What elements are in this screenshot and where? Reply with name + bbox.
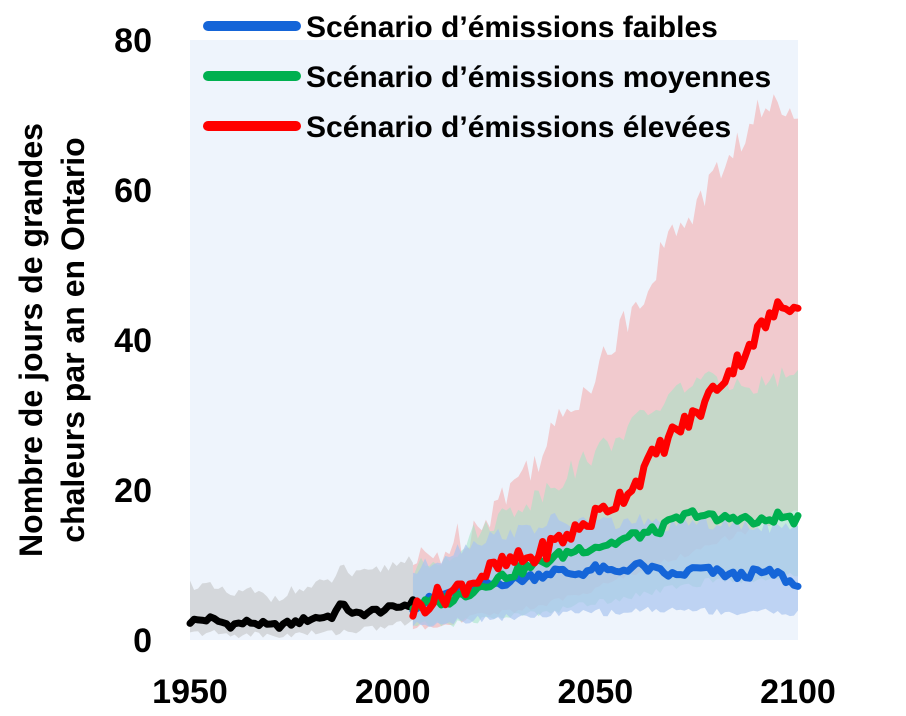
- x-tick-label: 2050: [558, 673, 634, 711]
- legend-item-high: Scénario d’émissions élevées: [203, 111, 731, 144]
- y-axis-label: Nombre de jours de grandes chaleurs par a…: [13, 123, 91, 557]
- y-axis-label-line-1: Nombre de jours de grandes: [13, 123, 49, 557]
- legend: Scénario d’émissions faibles Scénario d’é…: [203, 11, 771, 144]
- y-tick-label: 20: [114, 472, 152, 510]
- line-historical: [186, 596, 417, 632]
- y-tick-label: 60: [114, 172, 152, 210]
- line-high: [409, 298, 802, 620]
- x-tick-label: 2000: [355, 673, 431, 711]
- line-medium: [409, 507, 802, 613]
- legend-label: Scénario d’émissions élevées: [306, 111, 731, 144]
- y-axis-label-line-2: chaleurs par an en Ontario: [55, 137, 91, 542]
- y-tick-label: 40: [114, 322, 152, 360]
- legend-label: Scénario d’émissions moyennes: [306, 61, 771, 94]
- x-tick-label: 1950: [152, 673, 228, 711]
- legend-item-low: Scénario d’émissions faibles: [203, 11, 718, 44]
- series-lines: [186, 298, 802, 632]
- legend-item-medium: Scénario d’émissions moyennes: [203, 61, 771, 94]
- x-tick-label: 2100: [760, 673, 836, 711]
- y-tick-label: 0: [133, 622, 152, 660]
- y-tick-label: 80: [114, 22, 152, 60]
- legend-label: Scénario d’émissions faibles: [306, 11, 718, 44]
- axes: 0 20 40 60 80 1950 2000 2050 2100: [114, 22, 836, 711]
